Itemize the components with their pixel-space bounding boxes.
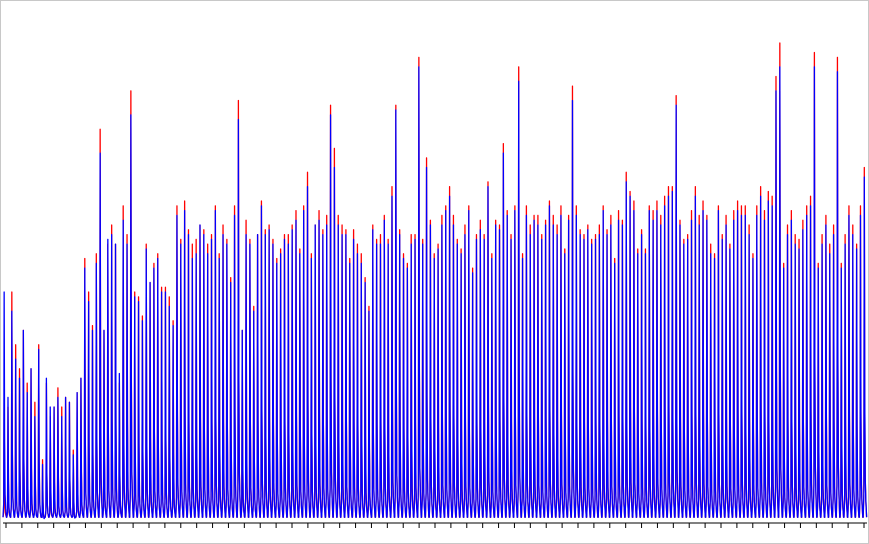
series-layer bbox=[2, 42, 868, 520]
x-ticks bbox=[5, 523, 865, 528]
series-line-2 bbox=[2, 66, 868, 520]
